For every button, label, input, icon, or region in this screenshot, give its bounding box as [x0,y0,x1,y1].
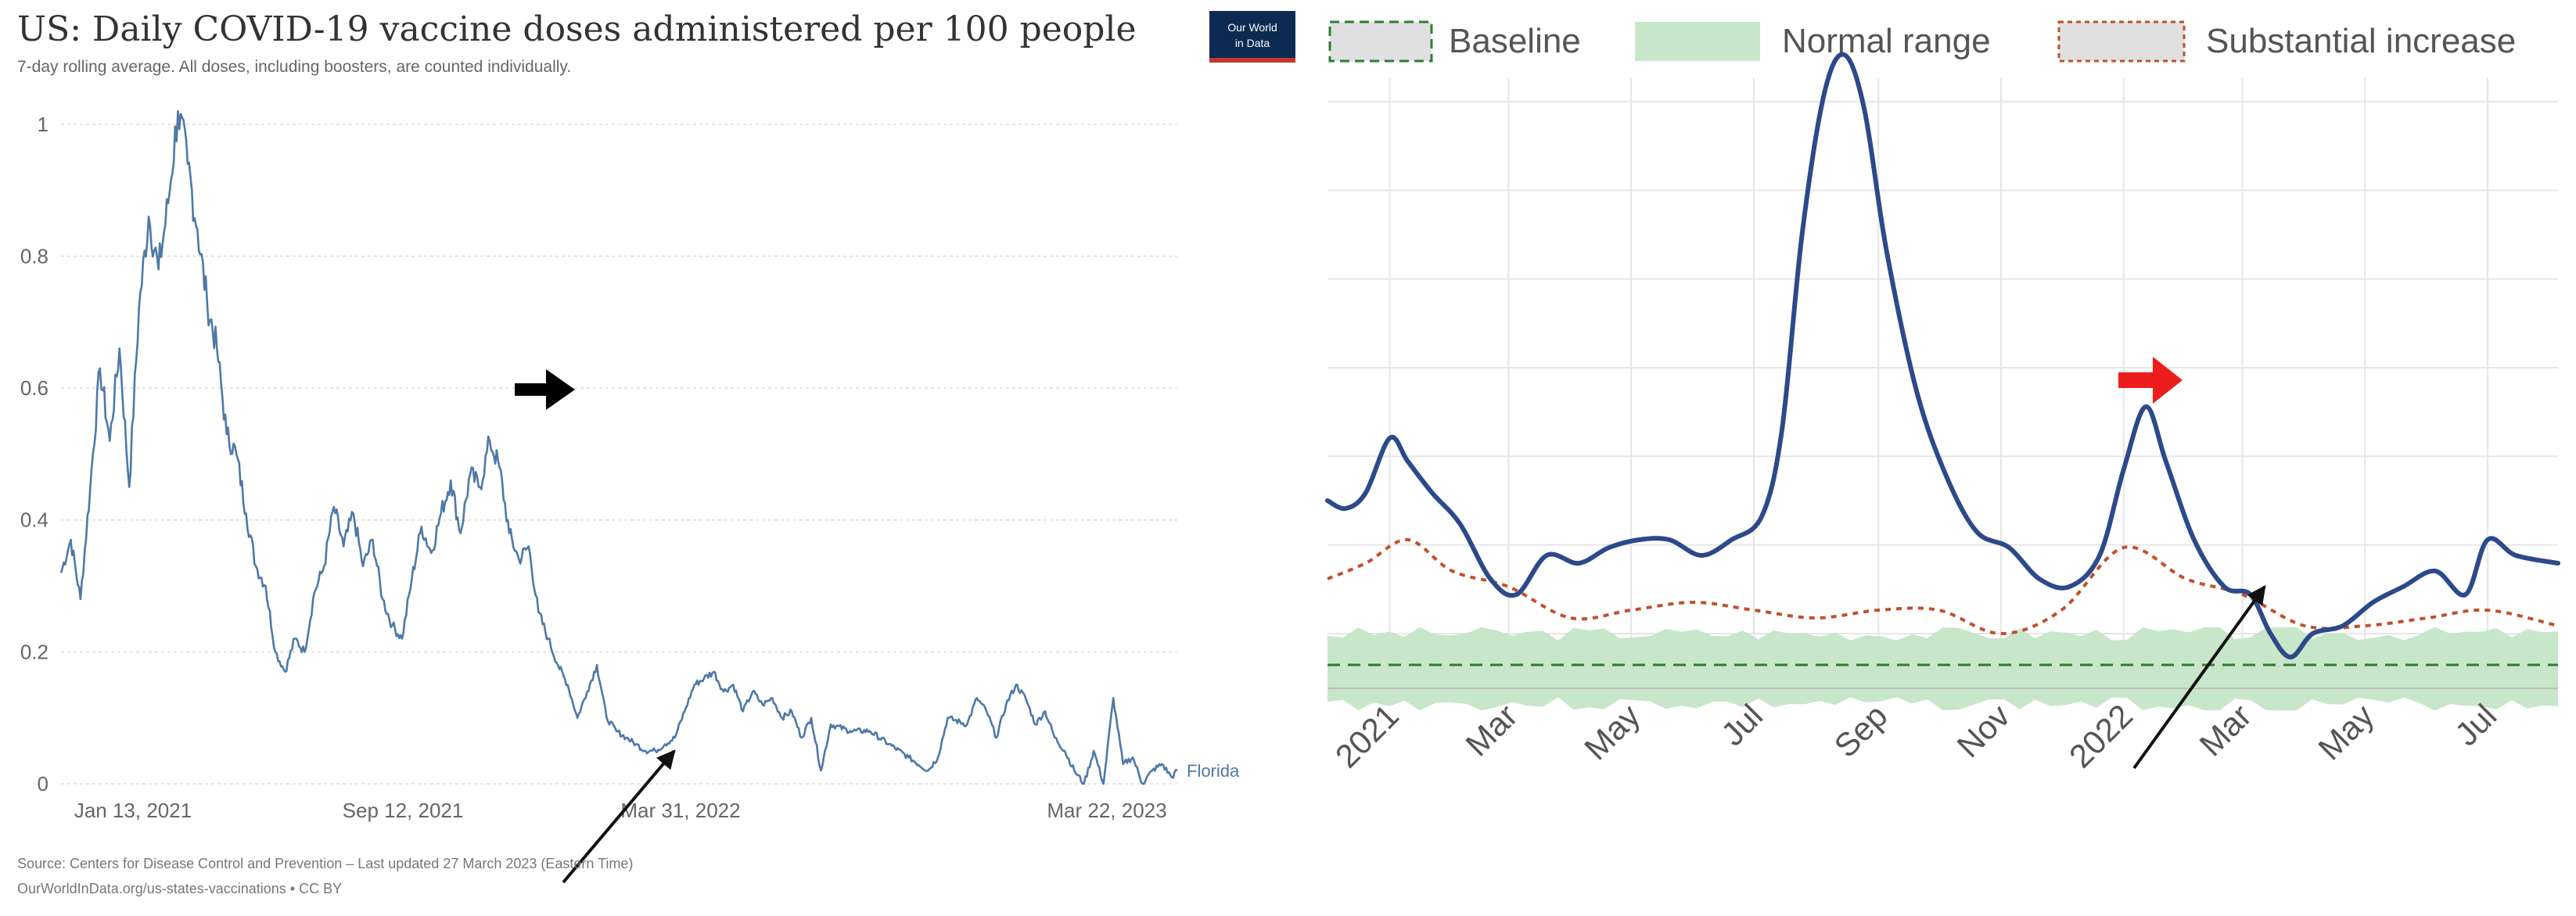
left-arrow-pointer-icon [562,749,676,884]
legend-label-normal-range: Normal range [1782,22,1991,60]
left-chart-title: US: Daily COVID-19 vaccine doses adminis… [17,9,1137,49]
owid-logo: Our World in Data [1209,11,1295,63]
left-y-tick-labels: 0 0.2 0.4 0.6 0.8 1 [20,113,49,796]
right-legend: Baseline Normal range Substantial increa… [1328,20,2516,63]
left-series-label-florida: Florida [1187,761,1240,781]
left-y-tick-label: 1 [38,113,49,136]
right-arrow-pointer-icon [2132,585,2266,770]
right-x-tick-label: May [2311,697,2380,767]
right-x-tick-label: 2021 [1328,697,1406,774]
left-series-line-florida [59,110,1178,785]
legend-swatch-baseline [1328,20,1433,63]
legend-label-baseline: Baseline [1449,22,1581,60]
normal-range-band [1328,627,2558,711]
right-x-tick-label: Jul [1714,697,1769,753]
left-y-tick-label: 0.8 [20,244,49,268]
left-x-tick-label: Mar 22, 2023 [1047,799,1166,822]
legend-swatch-normal-range [1635,22,1760,61]
right-x-tick-label: 2022 [2062,697,2139,774]
substantial-increase-line [1327,537,2559,636]
left-y-tick-label: 0.4 [20,508,49,532]
left-x-tick-label: Sep 12, 2021 [343,799,464,822]
right-arrow-right-icon [2118,357,2183,404]
right-x-tick-labels: 2021 Mar May Jul Sep Nov 2022 Mar May Jul [1328,697,2504,774]
left-arrow-right-icon [515,369,575,410]
left-y-tick-label: 0.6 [20,376,49,400]
owid-logo-background [1209,11,1295,63]
owid-logo-stripe [1209,58,1295,63]
right-x-tick-label: Sep [1827,697,1895,764]
left-x-tick-label: Jan 13, 2021 [74,799,192,822]
left-gridlines [61,124,1177,785]
right-chart: Baseline Normal range Substantial increa… [1325,20,2560,774]
owid-logo-line-2: in Data [1235,37,1270,49]
right-x-tick-label: Mar [1458,697,1524,763]
legend-label-substantial-increase: Substantial increase [2206,22,2516,60]
left-chart-subtitle: 7-day rolling average. All doses, includ… [17,58,571,76]
left-y-tick-label: 0.2 [20,640,49,663]
owid-logo-line-1: Our World [1227,21,1277,34]
observed-series-line [1325,52,2560,659]
left-chart-source: Source: Centers for Disease Control and … [17,856,633,871]
left-chart-license: OurWorldInData.org/us-states-vaccination… [17,881,342,896]
left-x-tick-label: Mar 31, 2022 [620,799,740,822]
right-x-tick-label: May [1577,697,1647,767]
legend-swatch-substantial-increase [2057,20,2186,63]
left-y-tick-label: 0 [38,772,49,796]
left-x-tick-labels: Jan 13, 2021 Sep 12, 2021 Mar 31, 2022 Mar … [74,799,1167,822]
left-chart: US: Daily COVID-19 vaccine doses adminis… [17,9,1295,896]
